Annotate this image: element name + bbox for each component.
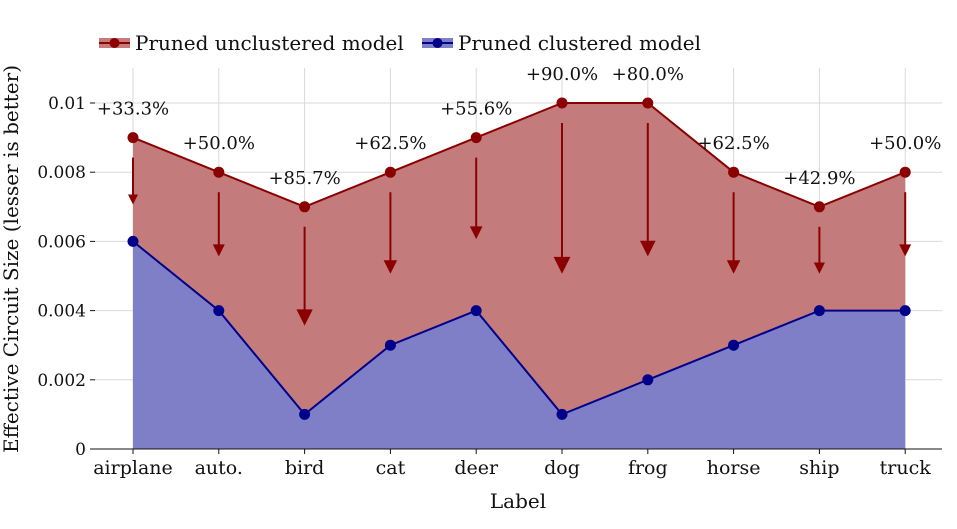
point-clustered	[728, 339, 740, 351]
point-unclustered	[299, 201, 311, 213]
legend-label-clustered: Pruned clustered model	[458, 31, 701, 55]
x-tick-label: frog	[628, 457, 668, 479]
percent-annotation: +90.0%	[526, 64, 598, 85]
area-clustered	[133, 241, 906, 449]
point-unclustered	[384, 166, 396, 178]
legend-marker-clustered	[432, 38, 443, 48]
percent-annotation: +50.0%	[183, 133, 255, 154]
line-clustered	[132, 240, 906, 416]
reduction-arrow-head	[128, 194, 138, 205]
point-clustered	[384, 339, 396, 351]
point-unclustered	[899, 166, 911, 178]
series-areas	[133, 103, 906, 449]
x-tick-label: auto.	[195, 457, 243, 479]
percent-annotation: +42.9%	[783, 168, 855, 189]
reduction-arrow-head	[212, 244, 225, 257]
reduction-arrow-head	[640, 240, 656, 257]
reduction-arrow-head	[296, 309, 313, 326]
point-clustered	[556, 408, 568, 420]
reduction-arrow-head	[383, 260, 398, 274]
point-clustered	[213, 305, 225, 317]
point-clustered	[642, 374, 654, 386]
area-unclustered	[133, 103, 906, 415]
annotations: +33.3% +50.0% +85.7% +62.5% +55.6% +90.0% +80.…	[97, 64, 941, 189]
reduction-arrow-head	[813, 262, 825, 274]
x-tick-label: bird	[285, 457, 324, 479]
point-unclustered	[642, 97, 654, 109]
legend-label-unclustered: Pruned unclustered model	[135, 31, 404, 55]
reduction-arrow-head	[469, 226, 483, 240]
x-tick-label: dog	[544, 457, 580, 479]
x-tick-label: horse	[707, 457, 761, 479]
reduction-arrows	[128, 123, 912, 326]
point-unclustered	[127, 132, 139, 144]
point-clustered	[813, 305, 825, 317]
y-tick-label: 0.006	[37, 232, 86, 252]
percent-annotation: +33.3%	[97, 99, 169, 120]
legend-item-clustered: Pruned clustered model	[422, 31, 701, 55]
x-tick-label: airplane	[93, 457, 173, 479]
y-tick-label: 0.002	[37, 371, 86, 391]
percent-annotation: +55.6%	[440, 99, 512, 120]
series-lines	[132, 102, 906, 416]
x-tick-label: truck	[880, 457, 932, 479]
x-ticks: airplane auto. bird cat deer dog frog horse ship…	[93, 449, 931, 479]
legend-item-unclustered: Pruned unclustered model	[99, 31, 404, 55]
reduction-arrow-head	[726, 260, 741, 274]
point-unclustered	[728, 166, 740, 178]
percent-annotation: +85.7%	[268, 168, 340, 189]
x-tick-label: cat	[376, 457, 406, 479]
reduction-arrow-head	[899, 244, 912, 257]
point-clustered	[299, 408, 311, 420]
legend-marker-unclustered	[109, 38, 120, 48]
y-tick-label: 0.01	[48, 94, 86, 114]
point-unclustered	[556, 97, 568, 109]
x-axis-title: Label	[490, 489, 546, 513]
y-axis-title: Effective Circuit Size (lesser is better…	[0, 65, 23, 453]
point-clustered	[127, 235, 139, 247]
point-clustered	[899, 305, 911, 317]
y-tick-label: 0.008	[37, 163, 86, 183]
percent-annotation: +50.0%	[869, 133, 941, 154]
x-tick-label: ship	[799, 457, 839, 479]
legend: Pruned unclustered model Pruned clustere…	[99, 31, 701, 55]
reduction-arrow-head	[553, 256, 571, 274]
series-points	[127, 97, 911, 420]
percent-annotation: +62.5%	[697, 133, 769, 154]
y-tick-label: 0.004	[37, 302, 86, 322]
point-unclustered	[813, 201, 825, 213]
point-clustered	[470, 305, 482, 317]
percent-annotation: +80.0%	[612, 64, 684, 85]
point-unclustered	[470, 132, 482, 144]
y-tick-label: 0	[75, 440, 86, 460]
line-unclustered	[132, 102, 906, 208]
point-unclustered	[213, 166, 225, 178]
y-ticks: 0 0.002 0.004 0.006 0.008 0.01	[37, 94, 95, 460]
percent-annotation: +62.5%	[354, 133, 426, 154]
x-tick-label: deer	[454, 457, 499, 479]
